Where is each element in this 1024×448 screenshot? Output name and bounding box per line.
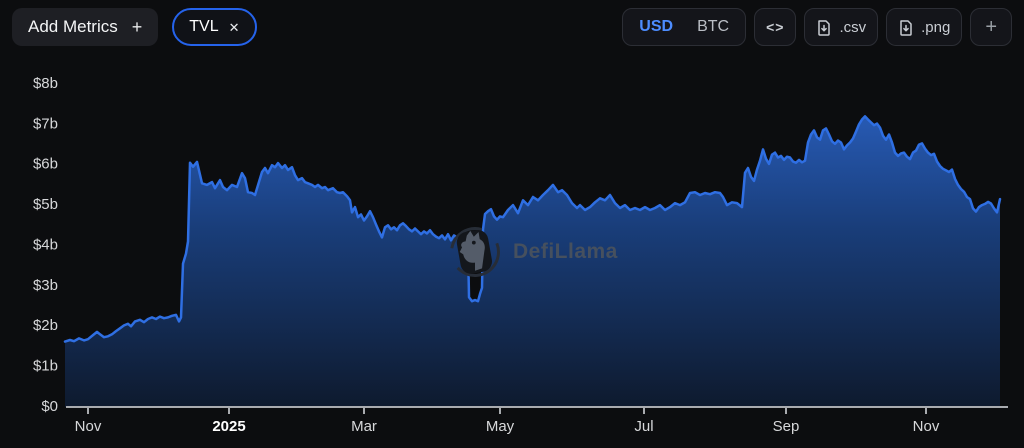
- y-axis-label: $6b: [33, 156, 58, 173]
- y-axis-label: $5b: [33, 196, 58, 213]
- y-axis-label: $1b: [33, 358, 58, 375]
- y-axis-label: $0: [41, 398, 58, 415]
- tvl-line-series: [63, 115, 1002, 343]
- embed-code-button[interactable]: <>: [754, 8, 797, 46]
- add-metrics-button[interactable]: Add Metrics +: [12, 8, 159, 46]
- y-axis-label: $2b: [33, 317, 58, 334]
- y-axis-label: $7b: [33, 115, 58, 132]
- x-axis-label: Mar: [351, 418, 377, 435]
- x-axis-label: May: [486, 418, 515, 435]
- toolbar-right: USD BTC <> .csv .png +: [622, 8, 1012, 46]
- plus-icon: +: [985, 15, 997, 38]
- x-axis-label: Jul: [634, 418, 653, 435]
- y-axis-labels: $8b $7b $6b $5b $4b $3b $2b $1b $0: [33, 75, 58, 415]
- close-icon[interactable]: ✕: [228, 19, 240, 35]
- x-axis-label: Sep: [773, 418, 800, 435]
- y-axis-label: $3b: [33, 277, 58, 294]
- metric-chip-tvl[interactable]: TVL ✕: [172, 8, 257, 46]
- x-axis-tick-marks: [87, 407, 927, 414]
- x-axis-labels: Nov 2025 Mar May Jul Sep Nov: [75, 418, 940, 435]
- currency-toggle: USD BTC: [622, 8, 747, 46]
- file-download-icon: [818, 19, 831, 36]
- currency-option-usd[interactable]: USD: [639, 18, 674, 35]
- x-axis-label: 2025: [212, 418, 245, 435]
- currency-option-btc[interactable]: BTC: [697, 18, 730, 35]
- download-png-button[interactable]: .png: [886, 8, 963, 46]
- x-axis-label: Nov: [913, 418, 940, 435]
- download-csv-button[interactable]: .csv: [804, 8, 879, 46]
- metric-chip-label: TVL: [189, 18, 219, 35]
- chart-toolbar: Add Metrics + TVL ✕ USD BTC <> .csv: [12, 8, 1012, 46]
- png-label: .png: [921, 18, 951, 36]
- code-brackets-icon: <>: [766, 19, 785, 35]
- x-axis-label: Nov: [75, 418, 102, 435]
- file-download-icon: [900, 19, 912, 36]
- plus-icon: +: [131, 17, 143, 37]
- add-panel-button[interactable]: +: [970, 8, 1012, 46]
- toolbar-left: Add Metrics + TVL ✕: [12, 8, 257, 46]
- tvl-area-fill: [65, 116, 1000, 408]
- y-axis-label: $8b: [33, 75, 58, 92]
- y-axis-label: $4b: [33, 236, 58, 253]
- add-metrics-label: Add Metrics: [28, 17, 118, 36]
- csv-label: .csv: [839, 18, 867, 36]
